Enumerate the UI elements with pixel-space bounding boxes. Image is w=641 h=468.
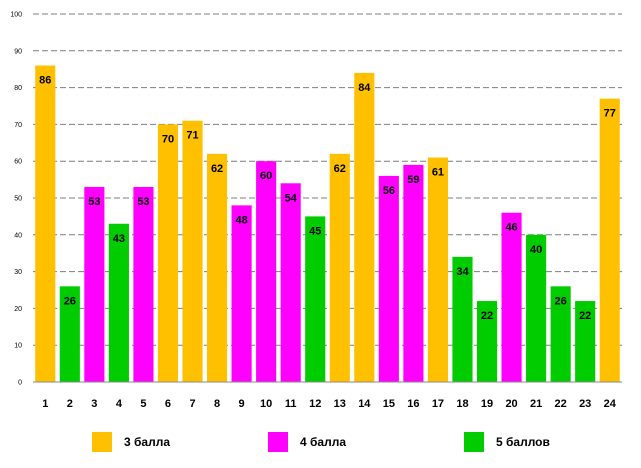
bar-4 [108, 223, 129, 382]
y-tick-label-40: 40 [14, 232, 22, 239]
y-tick-label-10: 10 [14, 343, 22, 350]
y-tick-label-50: 50 [14, 196, 22, 203]
data-label-16: 59 [407, 174, 419, 186]
x-tick-label-15: 15 [383, 398, 395, 410]
data-label-10: 60 [260, 170, 272, 182]
data-label-2: 26 [64, 295, 76, 307]
legend-label-5: 5 баллов [496, 435, 550, 449]
x-tick-label-19: 19 [481, 398, 493, 410]
x-tick-label-23: 23 [579, 398, 591, 410]
bar-18 [452, 256, 473, 382]
data-label-12: 45 [309, 225, 321, 237]
bar-7 [182, 120, 203, 382]
data-label-6: 70 [162, 133, 174, 145]
x-tick-label-20: 20 [505, 398, 517, 410]
data-label-23: 22 [579, 310, 591, 322]
bar-23 [575, 301, 596, 382]
bar-3 [84, 186, 105, 382]
bar-20 [501, 212, 522, 382]
y-tick-label-60: 60 [14, 159, 22, 166]
bar-22 [550, 286, 571, 382]
bar-1 [35, 65, 56, 383]
data-label-19: 22 [481, 310, 493, 322]
y-tick-label-70: 70 [14, 122, 22, 129]
data-label-17: 61 [432, 167, 444, 179]
x-tick-label-5: 5 [140, 398, 146, 410]
x-tick-label-2: 2 [67, 398, 73, 410]
x-tick-label-4: 4 [116, 398, 123, 410]
x-tick-label-12: 12 [309, 398, 321, 410]
x-axis-ticks: 1 2 3 4 5 6 7 8 9 10 11 12 13 14 15 16 17 18 19 20 21 22 23 24 [42, 398, 617, 410]
x-tick-label-10: 10 [260, 398, 272, 410]
data-label-8: 62 [211, 163, 223, 175]
y-tick-label-100: 100 [10, 12, 22, 19]
bar-12 [305, 216, 326, 382]
bar-2 [59, 286, 80, 382]
x-tick-label-21: 21 [530, 398, 542, 410]
bar-10 [256, 161, 277, 382]
y-axis-ticks: 0 10 20 30 40 50 60 70 80 90 100 [10, 12, 22, 387]
bar-13 [329, 153, 350, 382]
data-labels: 86 26 53 43 53 70 71 62 48 60 54 45 62 84 56 59 61 34 22 46… [39, 75, 616, 323]
bar-21 [526, 234, 547, 382]
legend-swatch-4 [268, 432, 288, 452]
legend-label-4: 4 балла [300, 435, 347, 449]
x-tick-label-17: 17 [432, 398, 444, 410]
x-tick-label-6: 6 [165, 398, 171, 410]
data-label-18: 34 [456, 266, 469, 278]
legend-label-3: 3 балла [124, 435, 171, 449]
legend-swatch-3 [92, 432, 112, 452]
data-label-9: 48 [235, 214, 247, 226]
data-label-24: 77 [604, 108, 616, 120]
data-label-15: 56 [383, 185, 395, 197]
y-tick-label-80: 80 [14, 85, 22, 92]
bar-16 [403, 164, 424, 382]
x-tick-label-1: 1 [42, 398, 48, 410]
legend-item-5: 5 баллов [464, 432, 550, 452]
y-tick-label-30: 30 [14, 269, 22, 276]
data-label-5: 53 [137, 196, 149, 208]
x-tick-label-24: 24 [604, 398, 617, 410]
data-label-4: 43 [113, 233, 125, 245]
data-label-7: 71 [186, 130, 198, 142]
bar-14 [354, 72, 375, 382]
data-label-1: 86 [39, 75, 51, 87]
data-label-20: 46 [505, 222, 517, 234]
x-tick-label-11: 11 [285, 398, 297, 410]
data-label-14: 84 [358, 82, 371, 94]
x-tick-label-7: 7 [189, 398, 195, 410]
x-tick-label-16: 16 [407, 398, 419, 410]
y-tick-label-0: 0 [18, 380, 22, 387]
x-tick-label-3: 3 [91, 398, 97, 410]
x-tick-label-22: 22 [555, 398, 567, 410]
bar-24 [599, 98, 620, 382]
legend-item-4: 4 балла [268, 432, 346, 452]
data-label-22: 26 [555, 295, 567, 307]
bar-19 [476, 301, 498, 382]
y-tick-label-20: 20 [14, 306, 22, 313]
y-tick-label-90: 90 [14, 48, 22, 55]
data-label-3: 53 [88, 196, 100, 208]
x-tick-label-9: 9 [239, 398, 245, 410]
x-tick-label-18: 18 [456, 398, 468, 410]
bar-6 [157, 124, 179, 383]
legend-swatch-5 [464, 432, 484, 452]
bar-17 [427, 157, 448, 382]
data-label-13: 62 [334, 163, 346, 175]
data-label-21: 40 [530, 244, 542, 256]
bar-11 [280, 183, 301, 382]
bar-5 [133, 186, 154, 382]
bars [35, 65, 620, 383]
x-tick-label-8: 8 [214, 398, 220, 410]
legend-item-3: 3 балла [92, 432, 170, 452]
bar-9 [231, 205, 252, 382]
grid-lines [33, 13, 622, 346]
data-label-11: 54 [285, 192, 298, 204]
bar-15 [378, 175, 399, 382]
x-tick-label-14: 14 [358, 398, 371, 410]
x-tick-label-13: 13 [334, 398, 346, 410]
bar-8 [207, 153, 228, 382]
